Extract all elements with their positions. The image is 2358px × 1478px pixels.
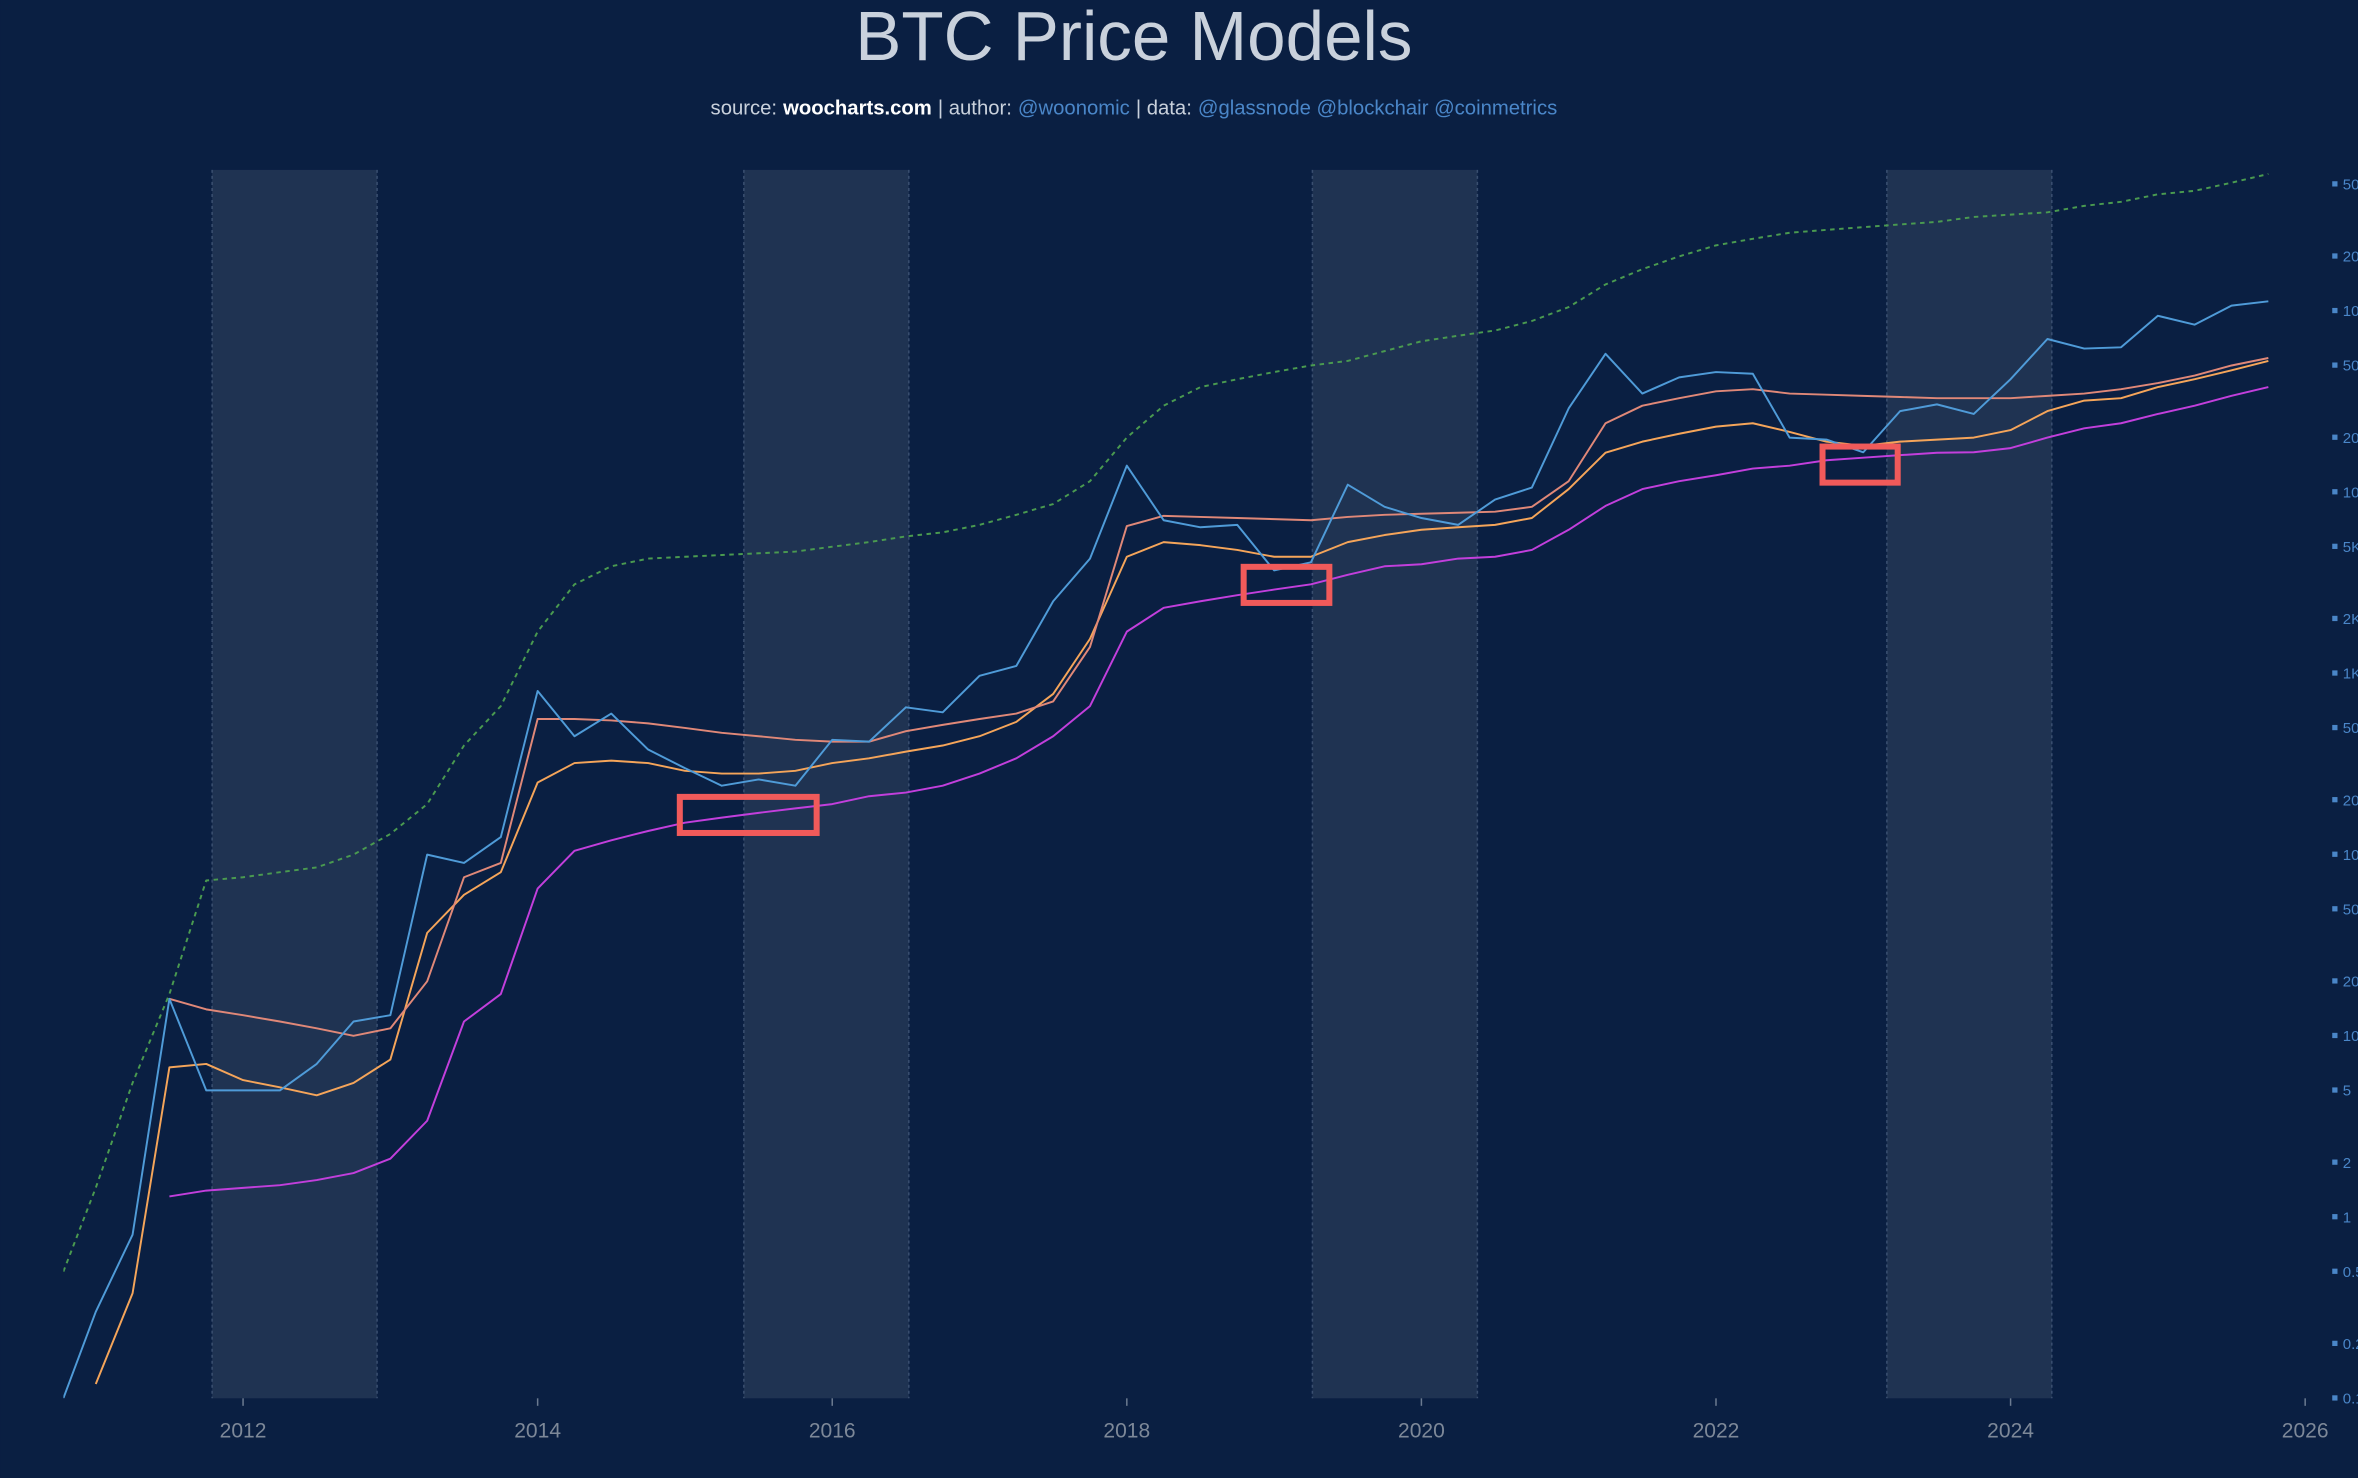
shaded-range (1886, 169, 2052, 1399)
y-tick (2332, 181, 2338, 187)
subtitle-part: @woonomic (1018, 97, 1130, 119)
highlight-box (1240, 563, 1333, 606)
y-tick (2332, 1159, 2338, 1165)
chart-subtitle: source: woocharts.com | author: @woonomic | … (711, 97, 1558, 119)
y-tick (2332, 978, 2338, 984)
subtitle-part: @glassnode @blockchair @coinmetrics (1198, 97, 1557, 119)
y-tick-label: 1 (2343, 1209, 2351, 1226)
series-line (63, 300, 2269, 1399)
series-line (94, 359, 2269, 1385)
y-tick-label: 500K (2343, 177, 2358, 194)
highlight-boxes (676, 443, 1901, 836)
y-tick (2332, 543, 2338, 549)
y-tick-label: 5 (2343, 1083, 2351, 1100)
shaded-range (743, 169, 909, 1399)
y-tick (2332, 615, 2338, 622)
x-tick-label: 2020 (1398, 1419, 1445, 1442)
x-tick-label: 2016 (809, 1419, 856, 1442)
y-tick-label: 2 (2343, 1155, 2351, 1172)
subtitle-part: woocharts.com (782, 97, 932, 119)
y-tick (2332, 797, 2338, 803)
y-tick-label: 0.1 (2343, 1391, 2358, 1408)
chart-title: BTC Price Models (855, 0, 1412, 75)
y-tick (2332, 670, 2338, 676)
shaded-range (212, 169, 378, 1399)
y-tick (2332, 1087, 2338, 1093)
axes: 201220142016201820202022202420260.10.20.… (220, 177, 2358, 1443)
y-tick-label: 10K (2343, 484, 2358, 501)
x-tick-label: 2018 (1103, 1419, 1150, 1442)
y-tick (2332, 253, 2338, 259)
series-line (169, 357, 2269, 1037)
x-tick-label: 2014 (514, 1419, 561, 1442)
y-tick-label: 1K (2343, 666, 2358, 683)
shaded-bands (211, 169, 2053, 1399)
y-tick (2332, 1340, 2338, 1347)
y-tick-label: 2K (2343, 611, 2358, 628)
y-tick (2332, 1032, 2338, 1039)
subtitle-part: | author: (938, 97, 1012, 119)
y-tick-label: 5K (2343, 539, 2358, 556)
y-tick (2332, 851, 2338, 857)
x-tick-label: 2022 (1693, 1419, 1740, 1442)
x-tick-label: 2012 (220, 1419, 267, 1442)
y-tick (2332, 906, 2338, 912)
highlight-box (1819, 443, 1901, 486)
highlight-box (676, 793, 820, 836)
y-tick (2332, 724, 2338, 731)
y-tick-label: 500 (2343, 720, 2358, 737)
y-tick-label: 10 (2343, 1028, 2358, 1045)
y-tick-label: 20K (2343, 430, 2358, 447)
y-tick-label: 200K (2343, 249, 2358, 266)
y-tick-label: 0.5 (2343, 1264, 2358, 1281)
y-tick (2332, 1268, 2338, 1274)
shaded-range (1312, 169, 1478, 1399)
subtitle-part: source: (711, 97, 778, 119)
y-tick (2332, 489, 2338, 495)
y-tick (2332, 307, 2338, 314)
x-tick-label: 2026 (2282, 1419, 2329, 1442)
y-tick-label: 20 (2343, 974, 2358, 991)
y-tick-label: 200 (2343, 792, 2358, 809)
y-tick-label: 0.2 (2343, 1336, 2358, 1353)
y-tick (2332, 434, 2338, 440)
y-tick-label: 50K (2343, 358, 2358, 375)
y-tick (2332, 362, 2338, 368)
subtitle-part: | data: (1136, 97, 1192, 119)
series-line (169, 386, 2269, 1198)
y-tick (2332, 1395, 2338, 1401)
x-tick-label: 2024 (1987, 1419, 2034, 1442)
y-tick-label: 50 (2343, 901, 2358, 918)
series-lines (63, 172, 2269, 1399)
y-tick (2332, 1214, 2338, 1220)
y-tick-label: 100K (2343, 303, 2358, 320)
y-tick-label: 100 (2343, 847, 2358, 864)
